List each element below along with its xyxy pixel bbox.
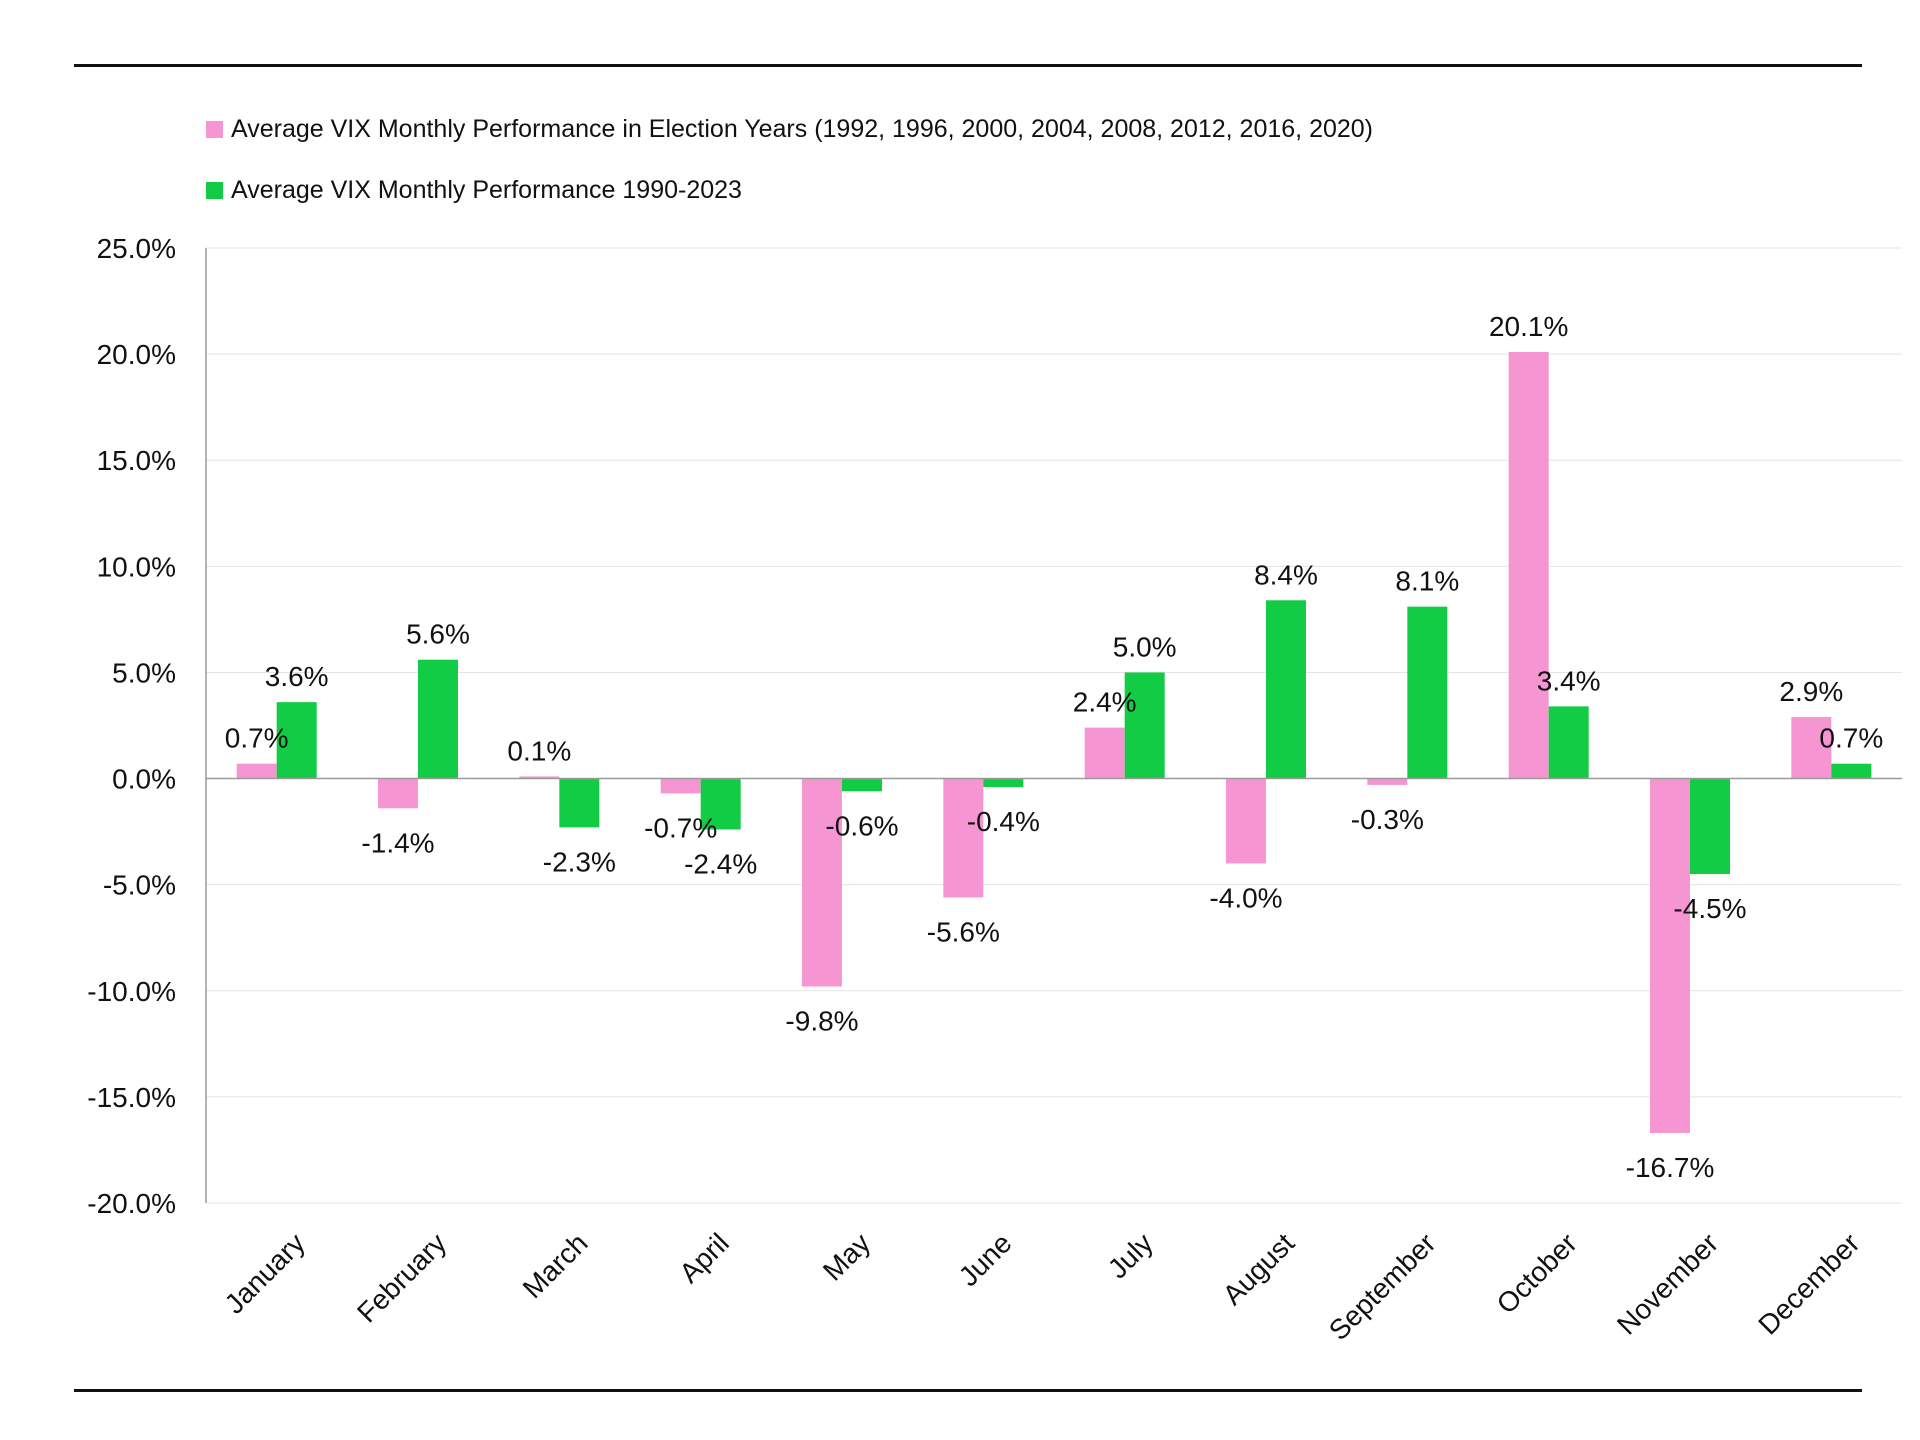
bar-all-years-january [276, 702, 317, 779]
data-label-election-years-june: -5.6% [927, 916, 1000, 947]
legend-label-election-years: Average VIX Monthly Performance in Elect… [231, 114, 1374, 143]
data-label-all-years-september: 8.1% [1395, 566, 1459, 597]
y-tick-label: -5.0% [103, 870, 176, 901]
y-tick-label: 5.0% [112, 657, 176, 688]
legend-item-all-years: Average VIX Monthly Performance 1990-202… [206, 170, 1373, 210]
bar-all-years-july [1124, 672, 1165, 779]
x-category-label-january: January [219, 1227, 311, 1319]
bar-election-years-january [236, 763, 277, 779]
bar-election-years-june [943, 778, 984, 898]
x-category-label-may: May [817, 1227, 876, 1286]
y-tick-label: 15.0% [97, 445, 176, 476]
y-tick-label: 25.0% [97, 233, 176, 264]
data-label-election-years-august: -4.0% [1209, 882, 1282, 913]
x-category-label-november: November [1611, 1227, 1724, 1340]
data-label-election-years-october: 20.1% [1489, 311, 1568, 342]
bar-all-years-june [983, 778, 1024, 788]
data-label-all-years-december: 0.7% [1819, 723, 1883, 754]
gridlines: 25.0% 20.0% 15.0% 10.0% 5.0% 0.0% -5.0% -10.0% -… [87, 233, 1902, 1219]
bar-election-years-april [660, 778, 701, 794]
data-label-all-years-january: 3.6% [265, 661, 329, 692]
bar-all-years-april [700, 778, 741, 830]
bottom-rule [74, 1389, 1862, 1392]
data-label-all-years-july: 5.0% [1113, 631, 1177, 662]
bar-all-years-may [842, 778, 882, 792]
legend-item-election-years: Average VIX Monthly Performance in Elect… [206, 109, 1373, 149]
y-tick-label: -20.0% [87, 1188, 176, 1219]
bar-all-years-february [418, 659, 458, 779]
y-tick-label: -10.0% [87, 976, 176, 1007]
bar-election-years-august [1226, 778, 1266, 864]
bar-election-years-may [802, 778, 842, 987]
x-category-label-april: April [673, 1227, 735, 1289]
bar-all-years-december [1831, 763, 1872, 779]
y-tick-label: 20.0% [97, 339, 176, 370]
x-category-label-december: December [1752, 1227, 1865, 1340]
x-category-label-february: February [351, 1227, 452, 1328]
data-label-election-years-may: -9.8% [785, 1006, 858, 1037]
bar-election-years-november [1650, 778, 1690, 1133]
x-category-label-june: June [953, 1227, 1018, 1292]
legend-swatch-all-years [206, 181, 223, 199]
legend-label-all-years: Average VIX Monthly Performance 1990-202… [231, 175, 742, 204]
data-label-election-years-december: 2.9% [1779, 676, 1843, 707]
legend-swatch-election-years [206, 120, 223, 138]
x-category-label-october: October [1491, 1227, 1583, 1319]
y-tick-label: -15.0% [87, 1082, 176, 1113]
bar-election-years-july [1084, 727, 1125, 779]
bars [236, 351, 1872, 1133]
x-category-label-march: March [517, 1227, 594, 1304]
data-label-election-years-february: -1.4% [361, 827, 434, 858]
bar-all-years-november [1690, 778, 1730, 875]
bar-election-years-september [1367, 778, 1408, 785]
data-label-all-years-june: -0.4% [967, 806, 1040, 837]
y-tick-label: 10.0% [97, 551, 176, 582]
data-label-election-years-march: 0.1% [507, 735, 571, 766]
bar-election-years-february [378, 778, 418, 809]
x-category-label-july: July [1102, 1227, 1159, 1284]
data-label-election-years-september: -0.3% [1351, 804, 1424, 835]
data-label-election-years-january: 0.7% [225, 723, 289, 754]
x-category-label-september: September [1323, 1227, 1442, 1346]
data-label-all-years-may: -0.6% [825, 810, 898, 841]
y-tick-label: 0.0% [112, 764, 176, 795]
bar-all-years-march [559, 778, 600, 828]
data-label-election-years-april: -0.7% [644, 812, 717, 843]
axes [205, 248, 1902, 1203]
bar-all-years-august [1266, 600, 1306, 779]
bar-election-years-march [519, 776, 560, 779]
category-labels: January February March April May June July Augu… [219, 1227, 1866, 1346]
data-label-all-years-october: 3.4% [1537, 665, 1601, 696]
data-labels: 0.7% 3.6% -1.4% 5.6% 0.1% -2.3% -0.7% -2.4% -9.8… [225, 311, 1883, 1183]
data-label-all-years-november: -4.5% [1673, 893, 1746, 924]
bar-election-years-october [1508, 351, 1549, 779]
bar-all-years-september [1407, 606, 1448, 779]
data-label-all-years-august: 8.4% [1254, 559, 1318, 590]
data-label-election-years-november: -16.7% [1626, 1152, 1715, 1183]
data-label-election-years-july: 2.4% [1073, 687, 1137, 718]
bar-election-years-december [1791, 717, 1832, 779]
legend: Average VIX Monthly Performance in Elect… [206, 109, 1373, 231]
x-category-label-august: August [1217, 1227, 1301, 1311]
top-rule [74, 64, 1862, 67]
data-label-all-years-april: -2.4% [684, 848, 757, 879]
data-label-all-years-february: 5.6% [406, 619, 470, 650]
data-label-all-years-march: -2.3% [543, 846, 616, 877]
bar-all-years-october [1548, 706, 1589, 779]
